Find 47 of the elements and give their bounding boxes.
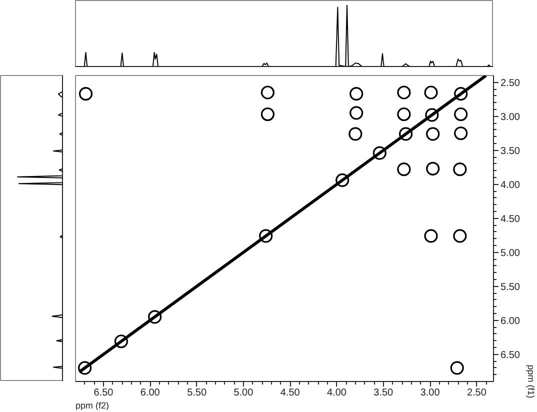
point	[350, 106, 364, 120]
y-axis-title: ppm (f1)	[526, 364, 536, 398]
x-tick-label: 6.50	[94, 388, 114, 398]
point	[398, 127, 413, 141]
y-tick-label: 4.50	[500, 214, 520, 225]
x-tick-label: 4.00	[327, 388, 347, 398]
x-tick-label: 4.50	[280, 388, 300, 398]
point	[259, 229, 273, 243]
x-tick-label: 5.00	[234, 388, 254, 398]
point	[397, 86, 411, 100]
point	[426, 162, 440, 176]
point	[425, 108, 439, 122]
point	[424, 86, 438, 100]
point	[397, 107, 411, 122]
point	[426, 127, 440, 141]
point	[453, 229, 467, 243]
y-tick-label: 2.50	[500, 78, 520, 89]
point	[78, 361, 92, 375]
point	[454, 107, 468, 122]
x-tick-label: 5.50	[187, 388, 207, 398]
point	[336, 173, 350, 188]
point	[450, 361, 464, 375]
point	[453, 162, 467, 176]
point	[424, 229, 438, 243]
point	[348, 127, 362, 141]
point	[260, 107, 275, 122]
point	[350, 87, 364, 101]
x-tick-label: 6.00	[140, 388, 160, 398]
point	[260, 86, 275, 100]
x-tick-label: 2.50	[466, 388, 487, 398]
point	[114, 334, 128, 348]
point	[397, 162, 411, 176]
x-tick-label: 3.00	[420, 388, 440, 398]
y-tick-label: 5.50	[500, 282, 520, 293]
y-tick-label: 5.00	[500, 248, 520, 259]
y-tick-label: 4.00	[500, 180, 520, 191]
y-tick-label: 6.50	[500, 350, 520, 361]
y-tick-label: 3.00	[500, 112, 520, 123]
point	[454, 126, 468, 140]
point	[454, 87, 468, 101]
point	[148, 310, 162, 324]
y-tick-label: 6.00	[500, 316, 520, 327]
point	[78, 87, 93, 101]
x-axis-title: ppm (f2)	[76, 400, 110, 410]
x-tick-label: 3.50	[374, 388, 394, 398]
y-tick-label: 3.50	[500, 146, 520, 157]
point	[372, 146, 386, 160]
